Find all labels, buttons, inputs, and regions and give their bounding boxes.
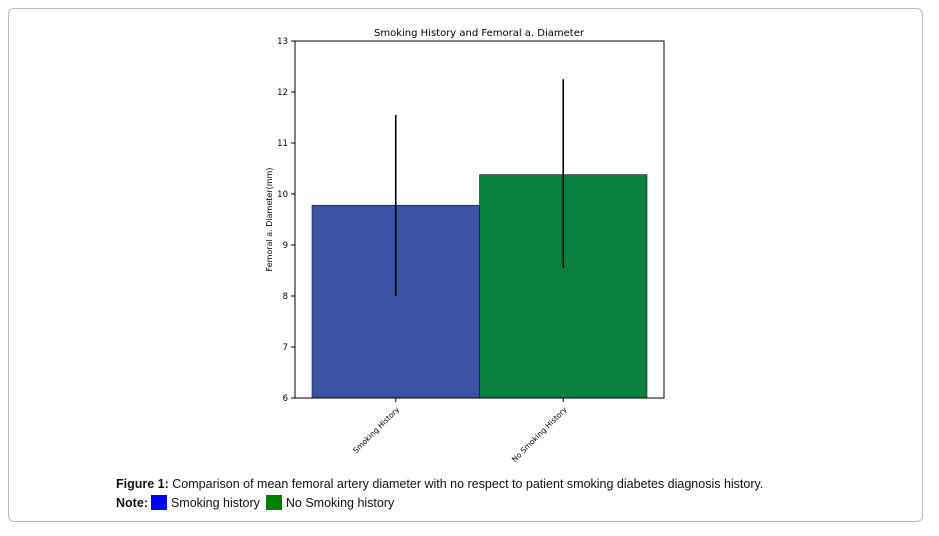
legend-swatch-smoking <box>150 495 167 510</box>
plot-frame <box>294 40 665 399</box>
figure-caption: Figure 1: Comparison of mean femoral art… <box>116 477 763 491</box>
y-tick-label: 7 <box>283 343 288 353</box>
y-tick-label: 9 <box>283 241 288 251</box>
y-tick-label: 12 <box>277 88 288 98</box>
legend-label-no-smoking: No Smoking history <box>285 495 395 510</box>
legend-item-no-smoking: No Smoking history <box>265 495 395 510</box>
legend-item-smoking: Smoking history <box>150 495 260 510</box>
y-tick-label: 6 <box>283 394 288 404</box>
y-axis-label: Femoral a. Diameter(mm) <box>265 168 274 272</box>
figure-note: Note: Smoking history No Smoking history <box>116 495 400 510</box>
y-tick-label: 8 <box>283 292 288 302</box>
legend-label-smoking: Smoking history <box>170 495 260 510</box>
x-tick-label: No Smoking History <box>510 405 569 464</box>
caption-text: Comparison of mean femoral artery diamet… <box>172 477 764 491</box>
bar-chart: Smoking History and Femoral a. Diameter … <box>265 28 665 464</box>
y-tick-label: 13 <box>277 37 288 47</box>
y-tick-label: 10 <box>277 190 288 200</box>
caption-label: Figure 1: <box>116 477 169 491</box>
chart-title: Smoking History and Femoral a. Diameter <box>374 28 585 39</box>
legend-swatch-no-smoking <box>265 495 282 510</box>
x-tick-label: Smoking History <box>351 405 401 455</box>
note-label: Note: <box>116 495 148 510</box>
y-tick-label: 11 <box>277 139 288 149</box>
